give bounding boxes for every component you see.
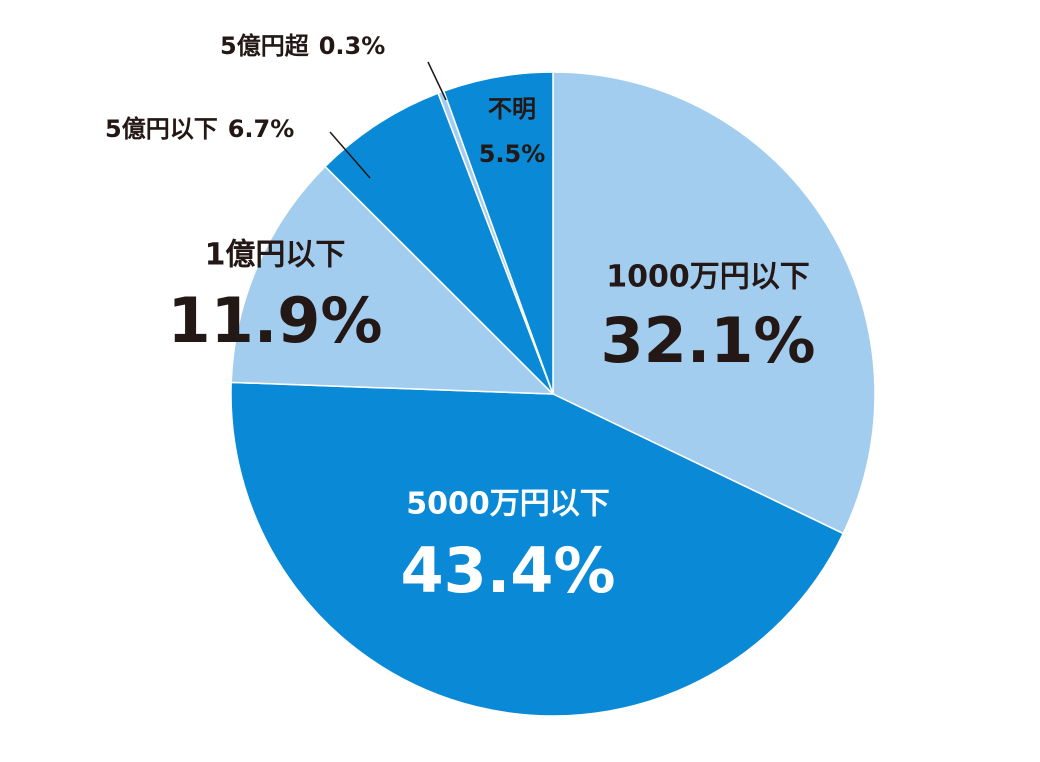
value-label: 11.9% [167,284,382,357]
slice-label: 1000万円以下 [606,260,810,295]
value-label: 43.4% [400,534,615,607]
slice-label: 1億円以下 [205,238,346,273]
pie [230,71,876,717]
value-label: 0.3% [319,32,386,60]
value-label: 6.7% [228,115,295,143]
pie-slice [442,71,554,395]
pie-slice [324,92,554,395]
value-label: 32.1% [600,304,815,377]
pie-slice [552,71,876,535]
value-label: 5.5% [479,140,546,168]
slice-label-line: 5億円以下 6.7% [105,115,294,143]
slice-label: 5000万円以下 [406,487,610,522]
slice-label: 不明 [488,95,536,123]
slice-label: 5億円超 [220,32,310,60]
pie-slice [230,165,555,395]
pie-slice [230,381,845,717]
leader-line [427,61,447,101]
leader-line [329,131,371,179]
slice-label-line: 5億円超 0.3% [220,32,385,60]
slice-label: 5億円以下 [105,115,218,143]
